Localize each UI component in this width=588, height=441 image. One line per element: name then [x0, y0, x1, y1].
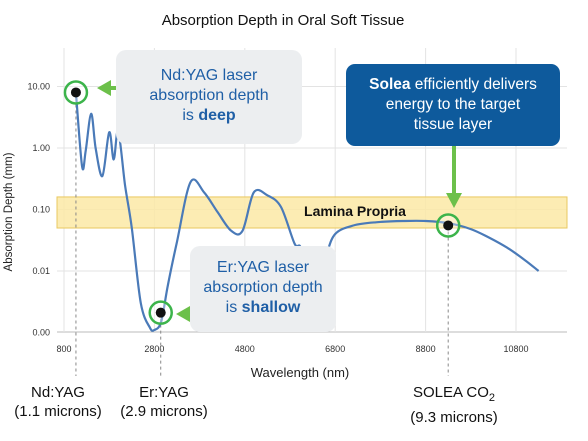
solea-footer-name: SOLEA CO2 — [394, 383, 514, 408]
eryag-callout-bold: shallow — [241, 299, 301, 316]
eryag-callout-line2: absorption depth — [203, 279, 323, 296]
ndyag-footer-name: Nd:YAG — [31, 384, 85, 401]
solea-callout-text1: efficiently delivers — [410, 76, 537, 93]
band-label: Lamina Propria — [304, 203, 406, 219]
lamina-propria-band — [56, 196, 568, 229]
ndyag-arrowhead — [97, 80, 111, 96]
ndyag-marker-dot — [70, 87, 81, 98]
solea-callout-line3: tissue layer — [413, 116, 493, 133]
solea-callout: Solea efficiently delivers energy to the… — [346, 64, 560, 146]
x-axis-label: Wavelength (nm) — [251, 365, 350, 380]
x-tick-label: 8800 — [416, 344, 436, 354]
y-tick-label: 0.00 — [32, 328, 50, 338]
ndyag-callout-line1: Nd:YAG laser — [160, 67, 258, 84]
y-tick-label: 10.00 — [27, 82, 50, 92]
solea-footer-name-text: SOLEA CO — [413, 384, 489, 401]
eryag-callout-line3-pre: is — [225, 299, 242, 316]
eryag-callout: Er:YAG laser absorption depth is shallow — [190, 246, 336, 332]
solea-callout-bold: Solea — [369, 76, 411, 93]
eryag-footer-microns: (2.9 microns) — [120, 403, 208, 420]
solea-footer-subscript: 2 — [488, 392, 495, 404]
y-axis: 0.00 0.01 0.10 1.00 10.00 — [27, 82, 50, 338]
x-tick-label: 2800 — [144, 344, 164, 354]
y-tick-label: 0.01 — [32, 266, 50, 276]
ndyag-callout-bold: deep — [198, 107, 236, 124]
ndyag-callout-line2: absorption depth — [149, 87, 269, 104]
chart-title: Absorption Depth in Oral Soft Tissue — [162, 12, 405, 29]
solea-marker-dot — [443, 220, 454, 231]
solea-callout-line1: Solea efficiently delivers — [346, 75, 560, 95]
y-tick-label: 0.10 — [32, 205, 50, 215]
eryag-callout-line1: Er:YAG laser — [216, 259, 310, 276]
solea-callout-line2: energy to the target — [385, 96, 521, 113]
ndyag-callout-line3: is deep — [116, 106, 302, 126]
y-tick-label: 1.00 — [32, 143, 50, 153]
solea-footer-microns: (9.3 microns) — [410, 409, 498, 426]
eryag-arrowhead — [176, 306, 190, 322]
absorption-curve — [74, 92, 540, 332]
ndyag-callout: Nd:YAG laser absorption depth is deep — [116, 50, 302, 144]
eryag-footer: Er:YAG (2.9 microns) — [108, 383, 220, 421]
laser-markers — [63, 80, 461, 325]
eryag-footer-name: Er:YAG — [139, 384, 189, 401]
eryag-marker-dot — [155, 307, 166, 318]
y-axis-label: Absorption Depth (mm) — [3, 152, 15, 271]
solea-arrowhead — [446, 193, 462, 208]
ndyag-footer: Nd:YAG (1.1 microns) — [2, 383, 114, 421]
x-axis: 800 2800 4800 6800 8800 10800 — [56, 344, 528, 354]
x-tick-label: 800 — [56, 344, 71, 354]
drop-lines — [75, 92, 449, 376]
x-tick-label: 10800 — [503, 344, 528, 354]
eryag-callout-line3: is shallow — [190, 298, 336, 318]
x-tick-label: 4800 — [235, 344, 255, 354]
ndyag-callout-line3-pre: is — [182, 107, 199, 124]
ndyag-footer-microns: (1.1 microns) — [14, 403, 102, 420]
x-tick-label: 6800 — [325, 344, 345, 354]
solea-footer: SOLEA CO2 (9.3 microns) — [394, 383, 514, 427]
